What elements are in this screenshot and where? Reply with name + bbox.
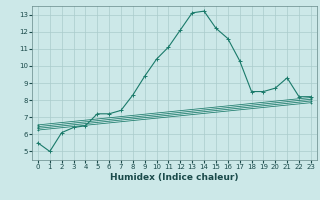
X-axis label: Humidex (Indice chaleur): Humidex (Indice chaleur)	[110, 173, 239, 182]
